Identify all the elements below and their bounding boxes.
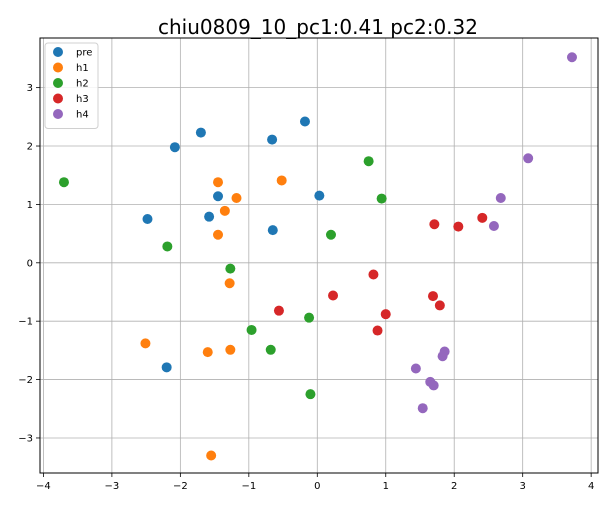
point-h3-8 — [434, 300, 445, 311]
x-tick-label: 3 — [519, 481, 525, 492]
legend-marker-pre — [53, 47, 63, 57]
point-h1-3 — [231, 192, 242, 203]
point-pre-7 — [267, 134, 278, 145]
y-tick-label: −1 — [18, 317, 33, 328]
point-h2-6 — [304, 312, 315, 323]
x-tick-label: −4 — [36, 481, 51, 492]
point-h4-1 — [410, 363, 421, 374]
point-h4-9 — [523, 153, 534, 164]
point-h3-6 — [427, 291, 438, 302]
x-tick-label: 4 — [588, 481, 594, 492]
point-h2-4 — [246, 324, 257, 335]
point-h4-4 — [428, 380, 439, 391]
point-pre-1 — [142, 214, 153, 225]
point-h4-8 — [495, 192, 506, 203]
point-h2-7 — [325, 229, 336, 240]
point-pre-4 — [204, 211, 215, 222]
chart-title: chiu0809_10_pc1:0.41 pc2:0.32 — [158, 15, 478, 39]
point-h1-9 — [225, 344, 236, 355]
point-h2-2 — [162, 241, 173, 252]
point-h1-8 — [202, 347, 213, 358]
legend-label-h1: h1 — [76, 63, 89, 74]
x-tick-label: 0 — [314, 481, 320, 492]
legend-label-h3: h3 — [76, 94, 89, 105]
y-tick-label: −3 — [18, 433, 33, 444]
point-h3-1 — [273, 305, 284, 316]
x-tick-label: −1 — [241, 481, 256, 492]
point-h4-10 — [566, 52, 577, 63]
point-pre-6 — [161, 362, 172, 373]
point-pre-8 — [267, 225, 278, 236]
legend-label-h4: h4 — [76, 110, 89, 121]
point-h1-4 — [213, 229, 224, 240]
point-pre-5 — [213, 191, 224, 202]
point-h3-9 — [453, 221, 464, 232]
point-pre-2 — [169, 142, 180, 153]
point-h2-3 — [225, 263, 236, 274]
legend-label-h2: h2 — [76, 79, 89, 90]
point-h1-1 — [213, 177, 224, 188]
axis-ticks: −4 −3 −2 −1 0 1 2 3 4 −3 −2 −1 0 1 2 3 — [18, 83, 594, 492]
y-tick-label: 3 — [27, 83, 33, 94]
point-h3-10 — [477, 212, 488, 223]
y-tick-label: −2 — [18, 375, 33, 386]
point-h4-7 — [488, 221, 499, 232]
x-tick-label: −2 — [173, 481, 188, 492]
y-tick-label: 2 — [27, 142, 33, 153]
point-h2-5 — [265, 344, 276, 355]
point-pre-3 — [195, 127, 206, 138]
point-h3-5 — [380, 309, 391, 320]
y-tick-label: 1 — [27, 200, 33, 211]
legend-marker-h4 — [53, 109, 63, 119]
point-h1-5 — [224, 278, 235, 289]
point-pre-10 — [314, 190, 325, 201]
grid — [40, 38, 598, 473]
point-h2-1 — [58, 177, 69, 188]
legend-marker-h2 — [53, 78, 63, 88]
point-pre-9 — [299, 116, 310, 127]
legend: pre h1 h2 h3 h4 — [44, 42, 99, 129]
legend-marker-h3 — [53, 93, 63, 104]
point-h1-7 — [140, 338, 151, 349]
point-h4-6 — [439, 346, 450, 357]
point-h2-9 — [363, 156, 374, 167]
point-h3-7 — [429, 219, 440, 230]
point-h3-2 — [328, 290, 339, 301]
legend-label-pre: pre — [76, 48, 92, 59]
point-h1-6 — [276, 175, 287, 186]
point-h4-2 — [417, 403, 428, 414]
data-points — [58, 52, 577, 461]
x-tick-label: 1 — [383, 481, 389, 492]
x-tick-label: −3 — [105, 481, 120, 492]
x-tick-label: 2 — [451, 481, 457, 492]
point-h3-3 — [368, 269, 379, 280]
point-h2-10 — [376, 193, 387, 204]
point-h2-8 — [305, 389, 316, 400]
point-h1-10 — [206, 450, 217, 461]
legend-marker-h1 — [53, 62, 63, 73]
plot-frame — [39, 37, 599, 474]
point-h1-2 — [219, 205, 230, 216]
point-h3-4 — [372, 325, 383, 336]
y-tick-label: 0 — [27, 258, 33, 269]
